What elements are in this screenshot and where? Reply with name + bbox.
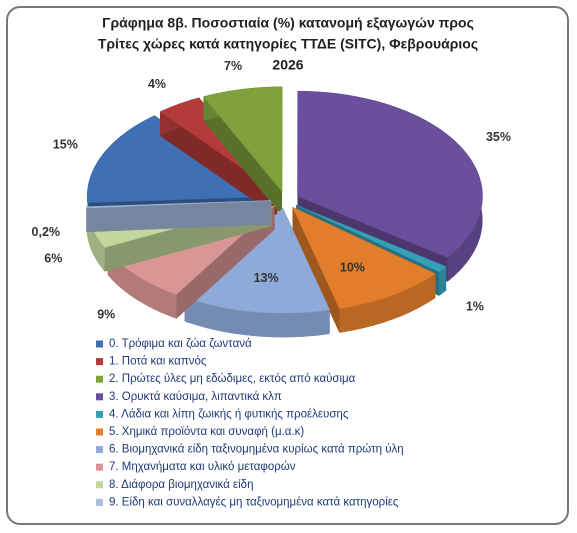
data-label: 7%	[224, 59, 242, 73]
legend-label: 4. Λάδια και λίπη ζωικής ή φυτικής προέλ…	[109, 408, 349, 420]
slice-side	[86, 200, 271, 231]
data-label: 35%	[486, 130, 511, 144]
legend-swatch	[96, 410, 103, 418]
legend-label: 7. Μηχανήματα και υλικό μεταφορών	[109, 461, 296, 473]
legend-label: 1. Ποτά και καπνός	[109, 356, 207, 368]
slice-top	[184, 207, 331, 314]
legend-swatch	[96, 481, 103, 489]
data-label: 0,2%	[32, 225, 61, 239]
slice-top	[297, 90, 483, 258]
slice-side	[203, 96, 282, 216]
slice-wall	[339, 273, 436, 333]
slice-wall	[86, 209, 105, 272]
legend-swatch	[96, 393, 103, 401]
slice-wall	[107, 251, 177, 319]
legend-label: 9. Είδη και συναλλαγές μη ταξινομημένα κ…	[109, 496, 399, 508]
chart-title: 2026	[272, 57, 303, 73]
chart-title: Γράφημα 8β. Ποσοστιαία (%) κατανομή εξαγ…	[102, 15, 474, 31]
legend-swatch	[96, 340, 103, 348]
slice-top	[203, 86, 283, 193]
legend-swatch	[96, 358, 103, 366]
data-label: 15%	[53, 138, 78, 152]
legend-swatch	[96, 463, 103, 471]
data-label: 6%	[44, 251, 62, 265]
legend-label: 0. Τρόφιμα και ζώα ζωντανά	[109, 338, 252, 350]
legend-swatch	[96, 498, 103, 506]
slice-side	[160, 111, 278, 217]
slice	[86, 200, 272, 232]
legend-swatch	[96, 446, 103, 454]
legend-swatch	[96, 375, 103, 383]
slice-side	[292, 207, 340, 333]
slice-top	[86, 200, 272, 209]
slice-wall	[439, 266, 447, 296]
data-label: 1%	[466, 300, 484, 314]
chart-title: Τρίτες χώρες κατά κατηγορίες ΤΤΔΕ (SITC)…	[98, 36, 478, 52]
slice	[203, 86, 283, 216]
data-label: 10%	[340, 260, 365, 274]
data-label: 9%	[97, 307, 115, 321]
data-label: 4%	[148, 77, 166, 91]
legend-label: 3. Ορυκτά καύσιμα, λιπαντικά κλπ	[109, 391, 282, 403]
legend-label: 6. Βιομηχανικά είδη ταξινομημένα κυρίως …	[109, 444, 404, 456]
legend-swatch	[96, 428, 103, 436]
legend-label: 5. Χημικά προϊόντα και συναφή (μ.α.κ)	[109, 426, 304, 438]
slice-top	[291, 206, 437, 309]
legend-label: 8. Διάφορα βιομηχανικά είδη	[109, 479, 253, 491]
data-label: 13%	[254, 271, 279, 285]
slice-top	[295, 204, 447, 273]
legend-label: 2. Πρώτες ύλες μη εδώδιμες, εκτός από κα…	[109, 373, 356, 385]
